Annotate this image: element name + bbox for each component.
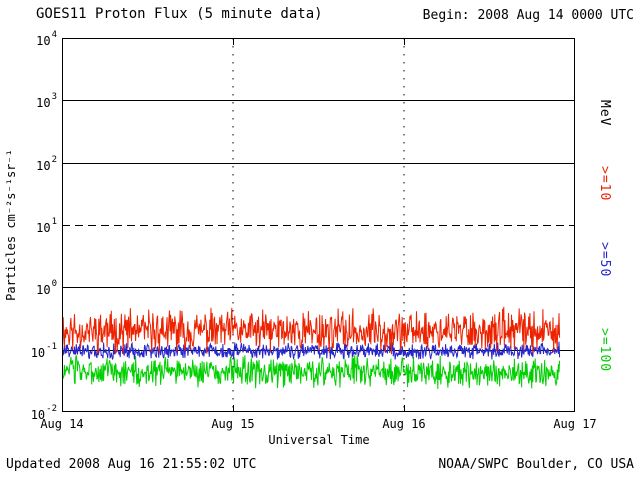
- unit-label: MeV: [597, 100, 612, 127]
- x-tick-label: Aug 16: [382, 417, 426, 431]
- x-axis-label: Universal Time: [268, 433, 370, 447]
- chart-title: GOES11 Proton Flux (5 minute data): [36, 6, 323, 22]
- x-tick-label: Aug 15: [211, 417, 255, 431]
- x-tick-label: Aug 17: [553, 417, 597, 431]
- y-tick-label: 100: [36, 279, 57, 298]
- y-tick-label: 102: [36, 154, 57, 173]
- x-tick-label: Aug 14: [40, 417, 84, 431]
- channel-label: >=50: [597, 242, 612, 278]
- channel-label: >=100: [597, 328, 612, 373]
- y-tick-label: 10-1: [30, 341, 57, 360]
- source-attribution-label: NOAA/SWPC Boulder, CO USA: [438, 457, 634, 472]
- y-tick-label: 101: [36, 217, 57, 235]
- y-tick-label: 103: [36, 92, 57, 111]
- begin-timestamp-label: Begin: 2008 Aug 14 0000 UTC: [422, 8, 634, 23]
- y-tick-label: 10-2: [30, 404, 57, 422]
- updated-timestamp-label: Updated 2008 Aug 16 21:55:02 UTC: [6, 457, 257, 472]
- y-tick-label: 104: [36, 30, 57, 48]
- channel-label: >=10: [597, 166, 612, 202]
- plot-area: [62, 38, 575, 412]
